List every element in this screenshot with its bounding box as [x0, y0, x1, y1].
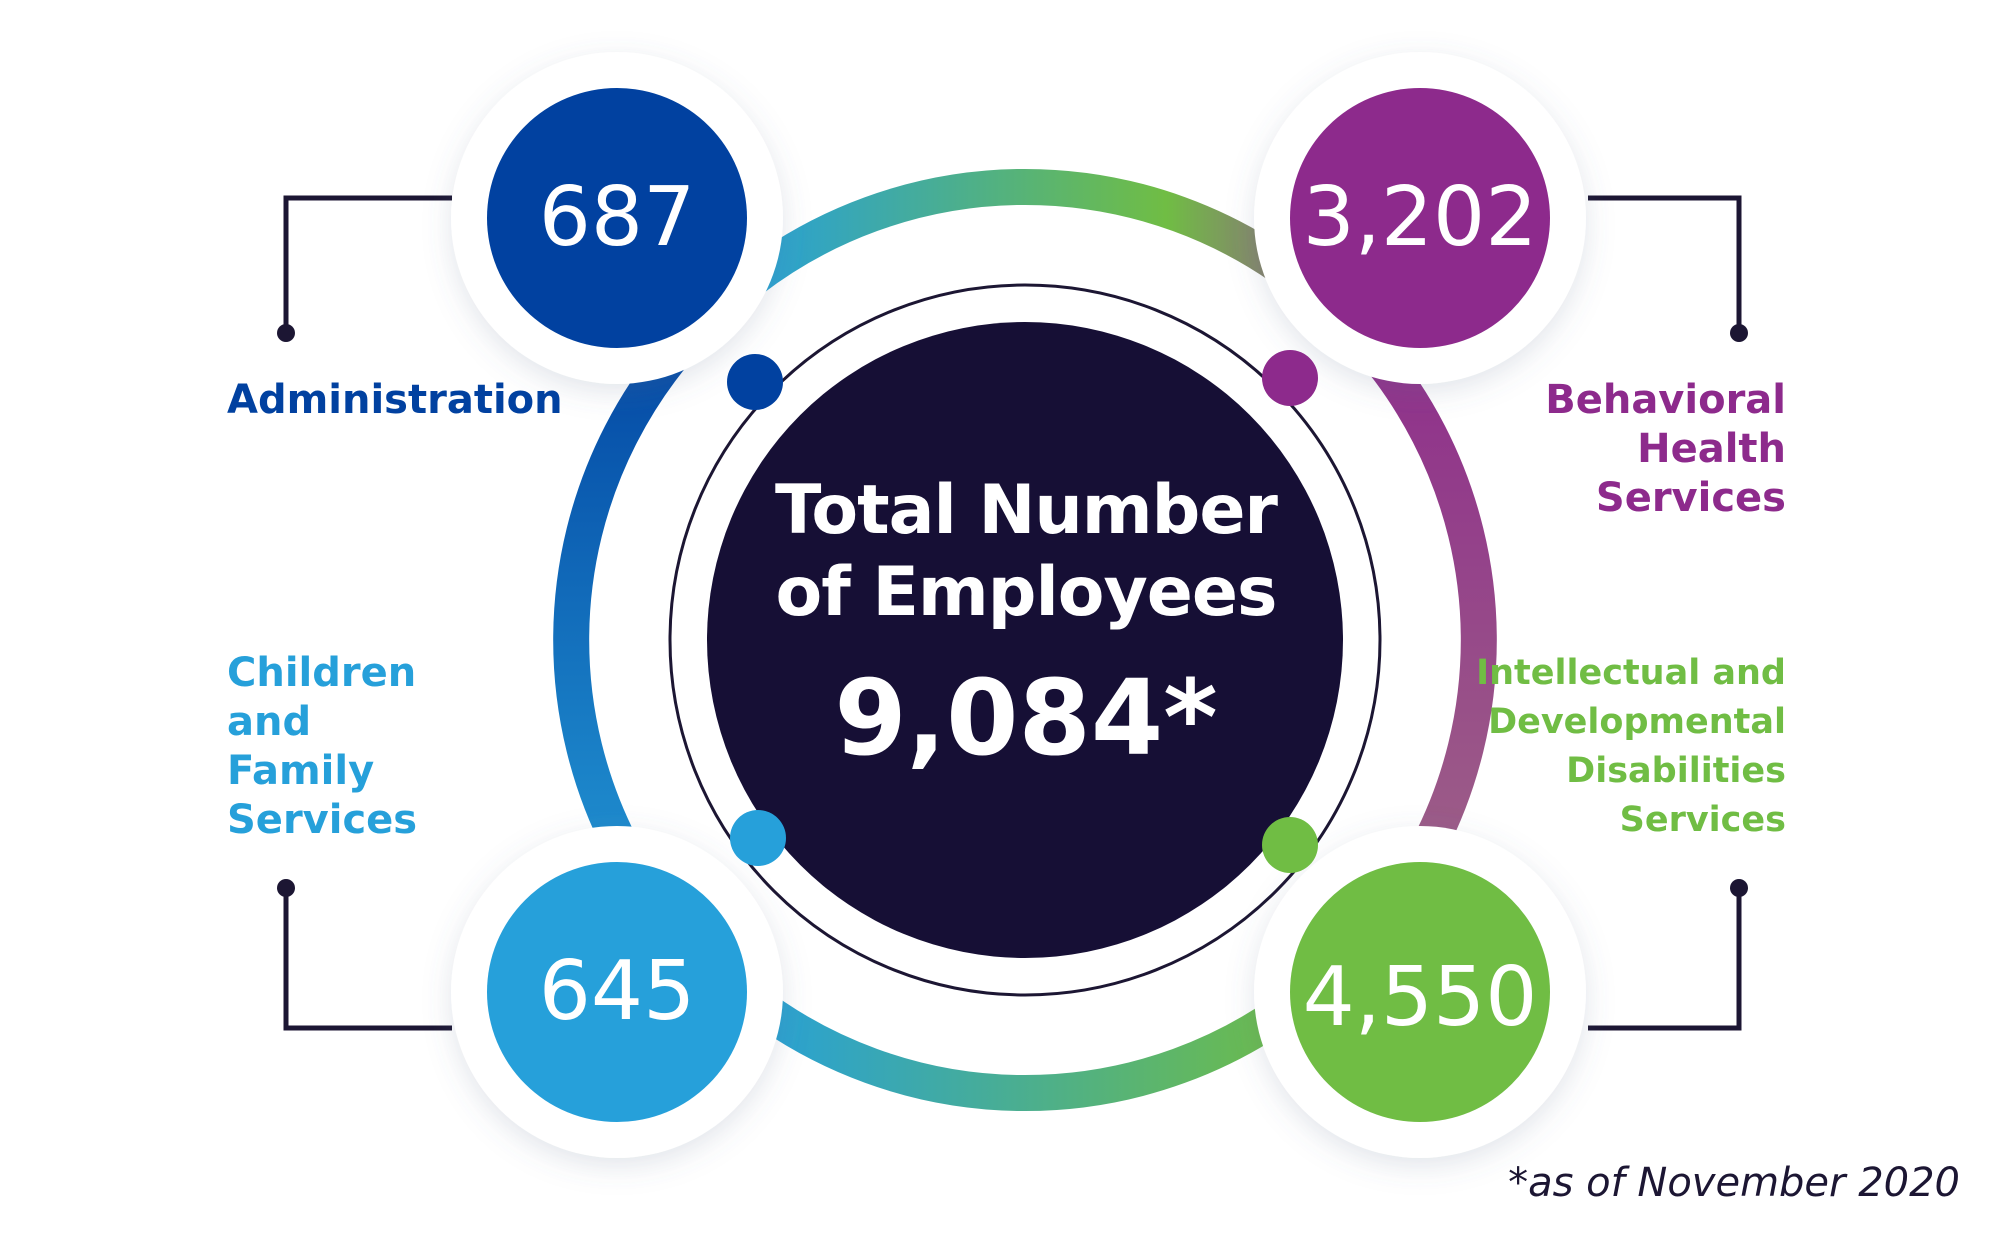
- accent-dot-idd: [1262, 817, 1318, 873]
- children-family-count: 645: [538, 944, 696, 1039]
- node-disc: [487, 88, 747, 348]
- label-line: Intellectual and: [1476, 653, 1786, 693]
- behavioral-health-count: 3,202: [1302, 170, 1538, 265]
- connector-idd: [1588, 888, 1742, 1031]
- center-title-line2: of Employees: [775, 553, 1277, 632]
- center-disc: [707, 322, 1343, 958]
- connector-lines: [283, 195, 1742, 1031]
- inner-thin-ring: [668, 283, 1382, 997]
- idd-label: Intellectual and Developmental Disabilit…: [1476, 649, 1786, 845]
- connector-children-family: [283, 888, 452, 1031]
- node-disc: [1290, 88, 1550, 348]
- behavioral-health-label: Behavioral Health Services: [1545, 376, 1786, 523]
- label-line: Services: [227, 797, 418, 843]
- endpoint-administration: [277, 324, 295, 342]
- label-line: Services: [1619, 800, 1786, 840]
- label-line: Services: [1595, 475, 1786, 521]
- accent-dot-administration: [727, 354, 783, 410]
- connector-endpoints: [277, 324, 1748, 897]
- center-title-line1: Total Number: [775, 471, 1278, 550]
- endpoint-behavioral-health: [1730, 324, 1748, 342]
- total-employees-value: 9,084*: [834, 657, 1218, 779]
- endpoint-children-family: [277, 879, 295, 897]
- label-line: Behavioral: [1545, 377, 1786, 423]
- node-disc: [1290, 862, 1550, 1122]
- label-line: Developmental: [1488, 702, 1786, 742]
- node-administration: [451, 52, 783, 384]
- children-family-label: Children and Family Services: [227, 649, 417, 845]
- label-line: and: [227, 699, 312, 745]
- endpoint-idd: [1730, 879, 1748, 897]
- node-disc: [487, 862, 747, 1122]
- administration-count: 687: [538, 170, 696, 265]
- label-line: Family: [227, 748, 375, 794]
- node-idd: [1254, 826, 1586, 1158]
- footnote: *as of November 2020: [1508, 1160, 1960, 1206]
- administration-label: Administration: [227, 376, 563, 425]
- connector-administration: [283, 195, 452, 333]
- label-line: Children: [227, 650, 417, 696]
- idd-count: 4,550: [1302, 950, 1538, 1045]
- accent-dot-children-family: [730, 810, 786, 866]
- accent-dot-behavioral-health: [1262, 350, 1318, 406]
- label-line: Health: [1637, 426, 1786, 472]
- connector-behavioral-health: [1588, 195, 1742, 333]
- label-line: Administration: [227, 377, 563, 423]
- label-line: Disabilities: [1566, 751, 1786, 791]
- node-children-family: [451, 826, 783, 1158]
- center-title: Total Number of Employees: [706, 470, 1346, 634]
- node-behavioral-health: [1254, 52, 1586, 384]
